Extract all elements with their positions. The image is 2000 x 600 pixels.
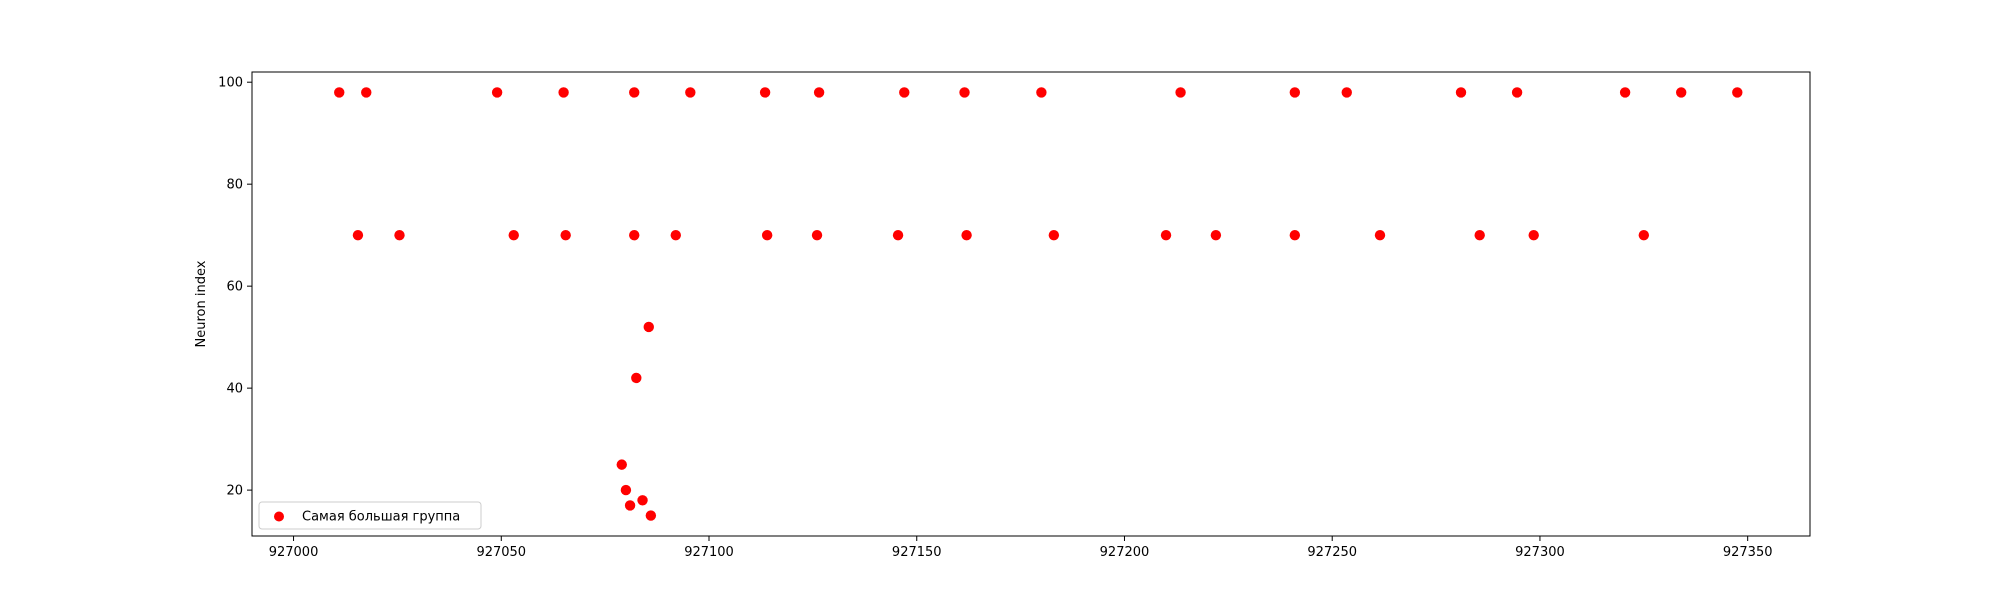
y-tick-label: 20 bbox=[226, 484, 243, 499]
y-tick-label: 100 bbox=[218, 76, 243, 91]
x-tick-label: 927100 bbox=[684, 545, 734, 560]
data-point bbox=[361, 87, 372, 98]
data-point bbox=[1341, 87, 1352, 98]
data-point bbox=[394, 229, 405, 241]
data-point bbox=[892, 229, 904, 241]
data-point bbox=[961, 229, 972, 241]
data-point bbox=[1160, 229, 1172, 241]
data-point bbox=[1175, 87, 1186, 98]
data-point bbox=[616, 459, 627, 470]
x-tick-label: 927350 bbox=[1723, 545, 1773, 560]
x-tick-label: 927250 bbox=[1307, 545, 1357, 560]
data-points bbox=[334, 87, 1743, 521]
x-tick-label: 927200 bbox=[1100, 545, 1150, 560]
data-point bbox=[1289, 229, 1301, 241]
data-point bbox=[1374, 229, 1386, 241]
data-point bbox=[685, 87, 696, 98]
y-tick-label: 40 bbox=[226, 382, 243, 397]
data-point bbox=[1619, 87, 1631, 98]
legend-box bbox=[258, 501, 482, 530]
axes-frame bbox=[251, 71, 1811, 537]
y-axis-label: Neuron index bbox=[194, 260, 209, 347]
data-point bbox=[637, 495, 648, 506]
data-point bbox=[624, 500, 636, 511]
data-point bbox=[352, 229, 364, 241]
x-axis-ticks: 927000 927050 927100 927150 927200 927250 9273… bbox=[269, 536, 1773, 560]
data-point bbox=[631, 372, 642, 384]
data-point bbox=[811, 229, 823, 241]
y-axis-ticks: 20 40 60 80 100 bbox=[218, 76, 252, 499]
legend-marker bbox=[274, 511, 284, 522]
x-tick-label: 927300 bbox=[1515, 545, 1565, 560]
data-point bbox=[813, 87, 825, 98]
legend-label: Самая большая группа bbox=[302, 510, 460, 525]
data-point bbox=[1511, 87, 1523, 98]
x-tick-label: 927050 bbox=[476, 545, 526, 560]
data-point bbox=[558, 87, 569, 98]
data-point bbox=[1528, 229, 1539, 241]
legend: Самая большая группа bbox=[258, 501, 482, 530]
data-point bbox=[1210, 229, 1222, 241]
data-point bbox=[560, 229, 571, 241]
data-point bbox=[643, 321, 654, 333]
data-point bbox=[1638, 229, 1650, 241]
data-point bbox=[629, 229, 640, 241]
data-point bbox=[1732, 87, 1743, 98]
data-point bbox=[629, 87, 640, 98]
data-point bbox=[491, 87, 503, 98]
data-point bbox=[1676, 87, 1687, 98]
data-point bbox=[1036, 87, 1047, 98]
data-point bbox=[899, 87, 910, 98]
data-point bbox=[959, 87, 970, 98]
data-point bbox=[1455, 87, 1467, 98]
data-point bbox=[1048, 229, 1060, 241]
data-point bbox=[1289, 87, 1301, 98]
data-point bbox=[759, 87, 771, 98]
data-point bbox=[508, 229, 519, 241]
data-point bbox=[334, 87, 345, 98]
data-point bbox=[620, 484, 632, 496]
y-tick-label: 60 bbox=[226, 280, 243, 295]
x-tick-label: 927000 bbox=[269, 545, 319, 560]
x-tick-label: 927150 bbox=[892, 545, 942, 560]
data-point bbox=[761, 229, 773, 241]
y-tick-label: 80 bbox=[226, 178, 243, 193]
data-point bbox=[645, 510, 657, 521]
data-point bbox=[670, 229, 681, 241]
data-point bbox=[1474, 229, 1485, 241]
